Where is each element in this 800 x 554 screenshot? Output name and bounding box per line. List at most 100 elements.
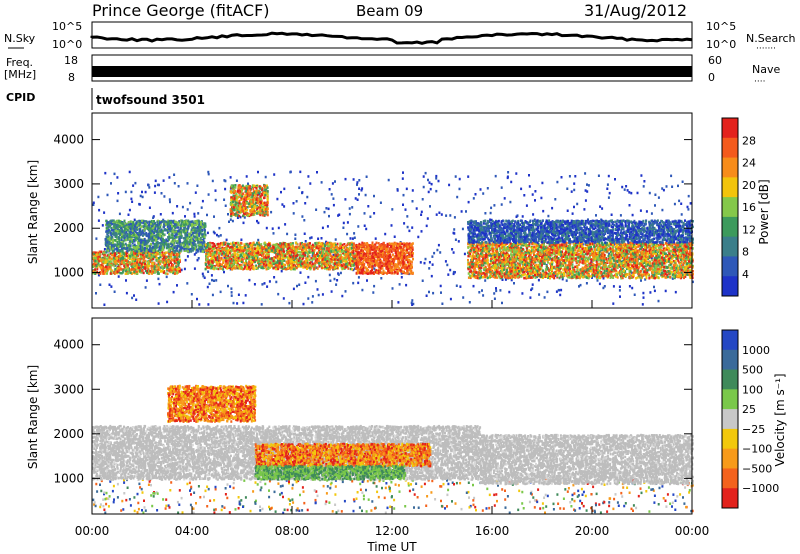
power-echo-point [104,256,106,259]
power-echo-point [198,232,200,235]
power-echo-point [223,249,225,252]
power-echo-point [295,246,297,249]
power-scatter-point [341,295,343,298]
power-echo-point [125,231,127,234]
power-echo-point [233,263,235,266]
power-scatter-point [266,285,268,288]
power-echo-point [313,255,315,257]
power-echo-point [349,253,351,256]
power-echo-point [117,224,119,227]
power-echo-point [351,268,353,271]
power-echo-point [189,241,191,244]
power-echo-point [275,264,277,267]
power-scatter-point [176,205,178,208]
power-echo-point [125,243,127,246]
power-echo-point [148,262,150,265]
power-scatter-point [324,211,326,214]
power-echo-point [307,264,309,267]
power-echo-point [116,248,118,251]
power-scatter-point [428,267,430,270]
power-scatter-point [513,282,515,285]
power-echo-point [106,264,108,267]
power-scatter-point [682,181,684,184]
power-echo-point [326,256,328,259]
power-scatter-point [283,205,285,208]
power-echo-point [173,254,175,257]
power-scatter-point [401,276,403,279]
power-echo-point [209,246,211,249]
power-echo-point [142,254,144,257]
power-scatter-point [303,219,305,222]
power-scatter-point [207,303,209,306]
power-scatter-point [345,178,347,181]
power-echo-point [250,248,252,251]
power-scatter-point [332,182,334,185]
power-echo-point [176,240,178,243]
power-echo-point [134,250,136,253]
power-scatter-point [646,210,648,213]
power-echo-point [152,242,154,245]
power-scatter-point [480,188,482,191]
power-scatter-point [129,209,131,212]
power-scatter-point [561,176,563,179]
power-scatter-point [586,282,588,285]
power-echo-point [162,246,164,249]
power-scatter-point [148,186,150,189]
power-echo-point [134,225,136,228]
power-echo-point [133,268,135,271]
power-echo-point [346,244,348,247]
power-scatter-point [206,214,208,217]
power-scatter-point [523,194,525,197]
power-scatter-point [441,303,443,306]
power-scatter-point [257,239,259,242]
power-scatter-point [145,191,147,194]
power-scatter-point [366,176,368,179]
power-scatter-point [344,198,346,201]
power-scatter-point [608,175,610,178]
power-echo-point [92,266,94,269]
power-echo-point [326,248,328,251]
power-scatter-point [230,287,232,290]
power-echo-point [170,221,172,224]
power-scatter-point [169,201,171,204]
power-echo-point [281,254,283,257]
power-echo-point [121,272,123,275]
power-echo-point [113,223,115,226]
power-echo-point [116,244,118,247]
power-scatter-point [690,202,692,205]
power-echo-point [172,237,174,240]
power-echo-point [155,225,157,228]
power-echo-point [339,258,341,261]
power-echo-point [332,250,334,253]
power-scatter-point [629,285,631,288]
power-scatter-point [426,225,428,228]
power-scatter-point [490,207,492,210]
power-echo-point [351,264,353,267]
power-echo-point [283,259,285,262]
power-scatter-point [166,276,168,279]
power-scatter-point [306,196,308,199]
power-echo-point [149,255,151,258]
power-scatter-point [484,212,486,215]
power-echo-point [129,240,131,243]
power-scatter-point [630,192,632,195]
power-scatter-point [678,200,680,203]
power-scatter-point [643,185,645,188]
power-scatter-point [651,212,653,215]
power-echo-point [150,248,152,251]
power-echo-point [263,242,265,245]
power-echo-point [279,266,281,269]
power-echo-point [101,269,103,272]
power-echo-point [179,249,181,252]
power-echo-point [227,265,229,268]
power-echo-point [126,247,128,250]
power-scatter-point [501,186,503,189]
power-echo-point [302,258,304,261]
power-scatter-point [391,208,393,211]
power-echo-point [299,251,301,254]
power-scatter-point [532,283,534,286]
freq-panel: Freq. [MHz] 18 8 60 0 Nave ···· [4,54,780,87]
power-echo-point [109,266,111,269]
power-echo-point [201,229,203,232]
power-scatter-point [459,285,461,288]
